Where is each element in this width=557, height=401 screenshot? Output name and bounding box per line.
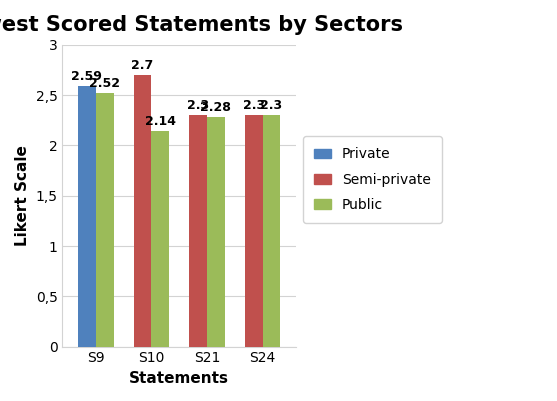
Title: Lowest Scored Statements by Sectors: Lowest Scored Statements by Sectors	[0, 15, 403, 35]
Bar	[78, 86, 96, 346]
Bar	[262, 115, 280, 346]
Text: 2.52: 2.52	[89, 77, 120, 90]
Bar	[189, 115, 207, 346]
X-axis label: Statements: Statements	[129, 371, 229, 386]
Bar	[207, 117, 225, 346]
Text: 2.28: 2.28	[201, 101, 231, 114]
Text: 2.3: 2.3	[260, 99, 282, 112]
Text: 2.14: 2.14	[145, 115, 176, 128]
Text: 2.3: 2.3	[187, 99, 209, 112]
Bar	[134, 75, 152, 346]
Legend: Private, Semi-private, Public: Private, Semi-private, Public	[303, 136, 442, 223]
Y-axis label: Likert Scale: Likert Scale	[15, 145, 30, 246]
Bar	[245, 115, 262, 346]
Bar	[96, 93, 114, 346]
Text: 2.3: 2.3	[243, 99, 265, 112]
Text: 2.7: 2.7	[131, 59, 154, 72]
Text: 2.59: 2.59	[71, 70, 102, 83]
Bar	[152, 132, 169, 346]
